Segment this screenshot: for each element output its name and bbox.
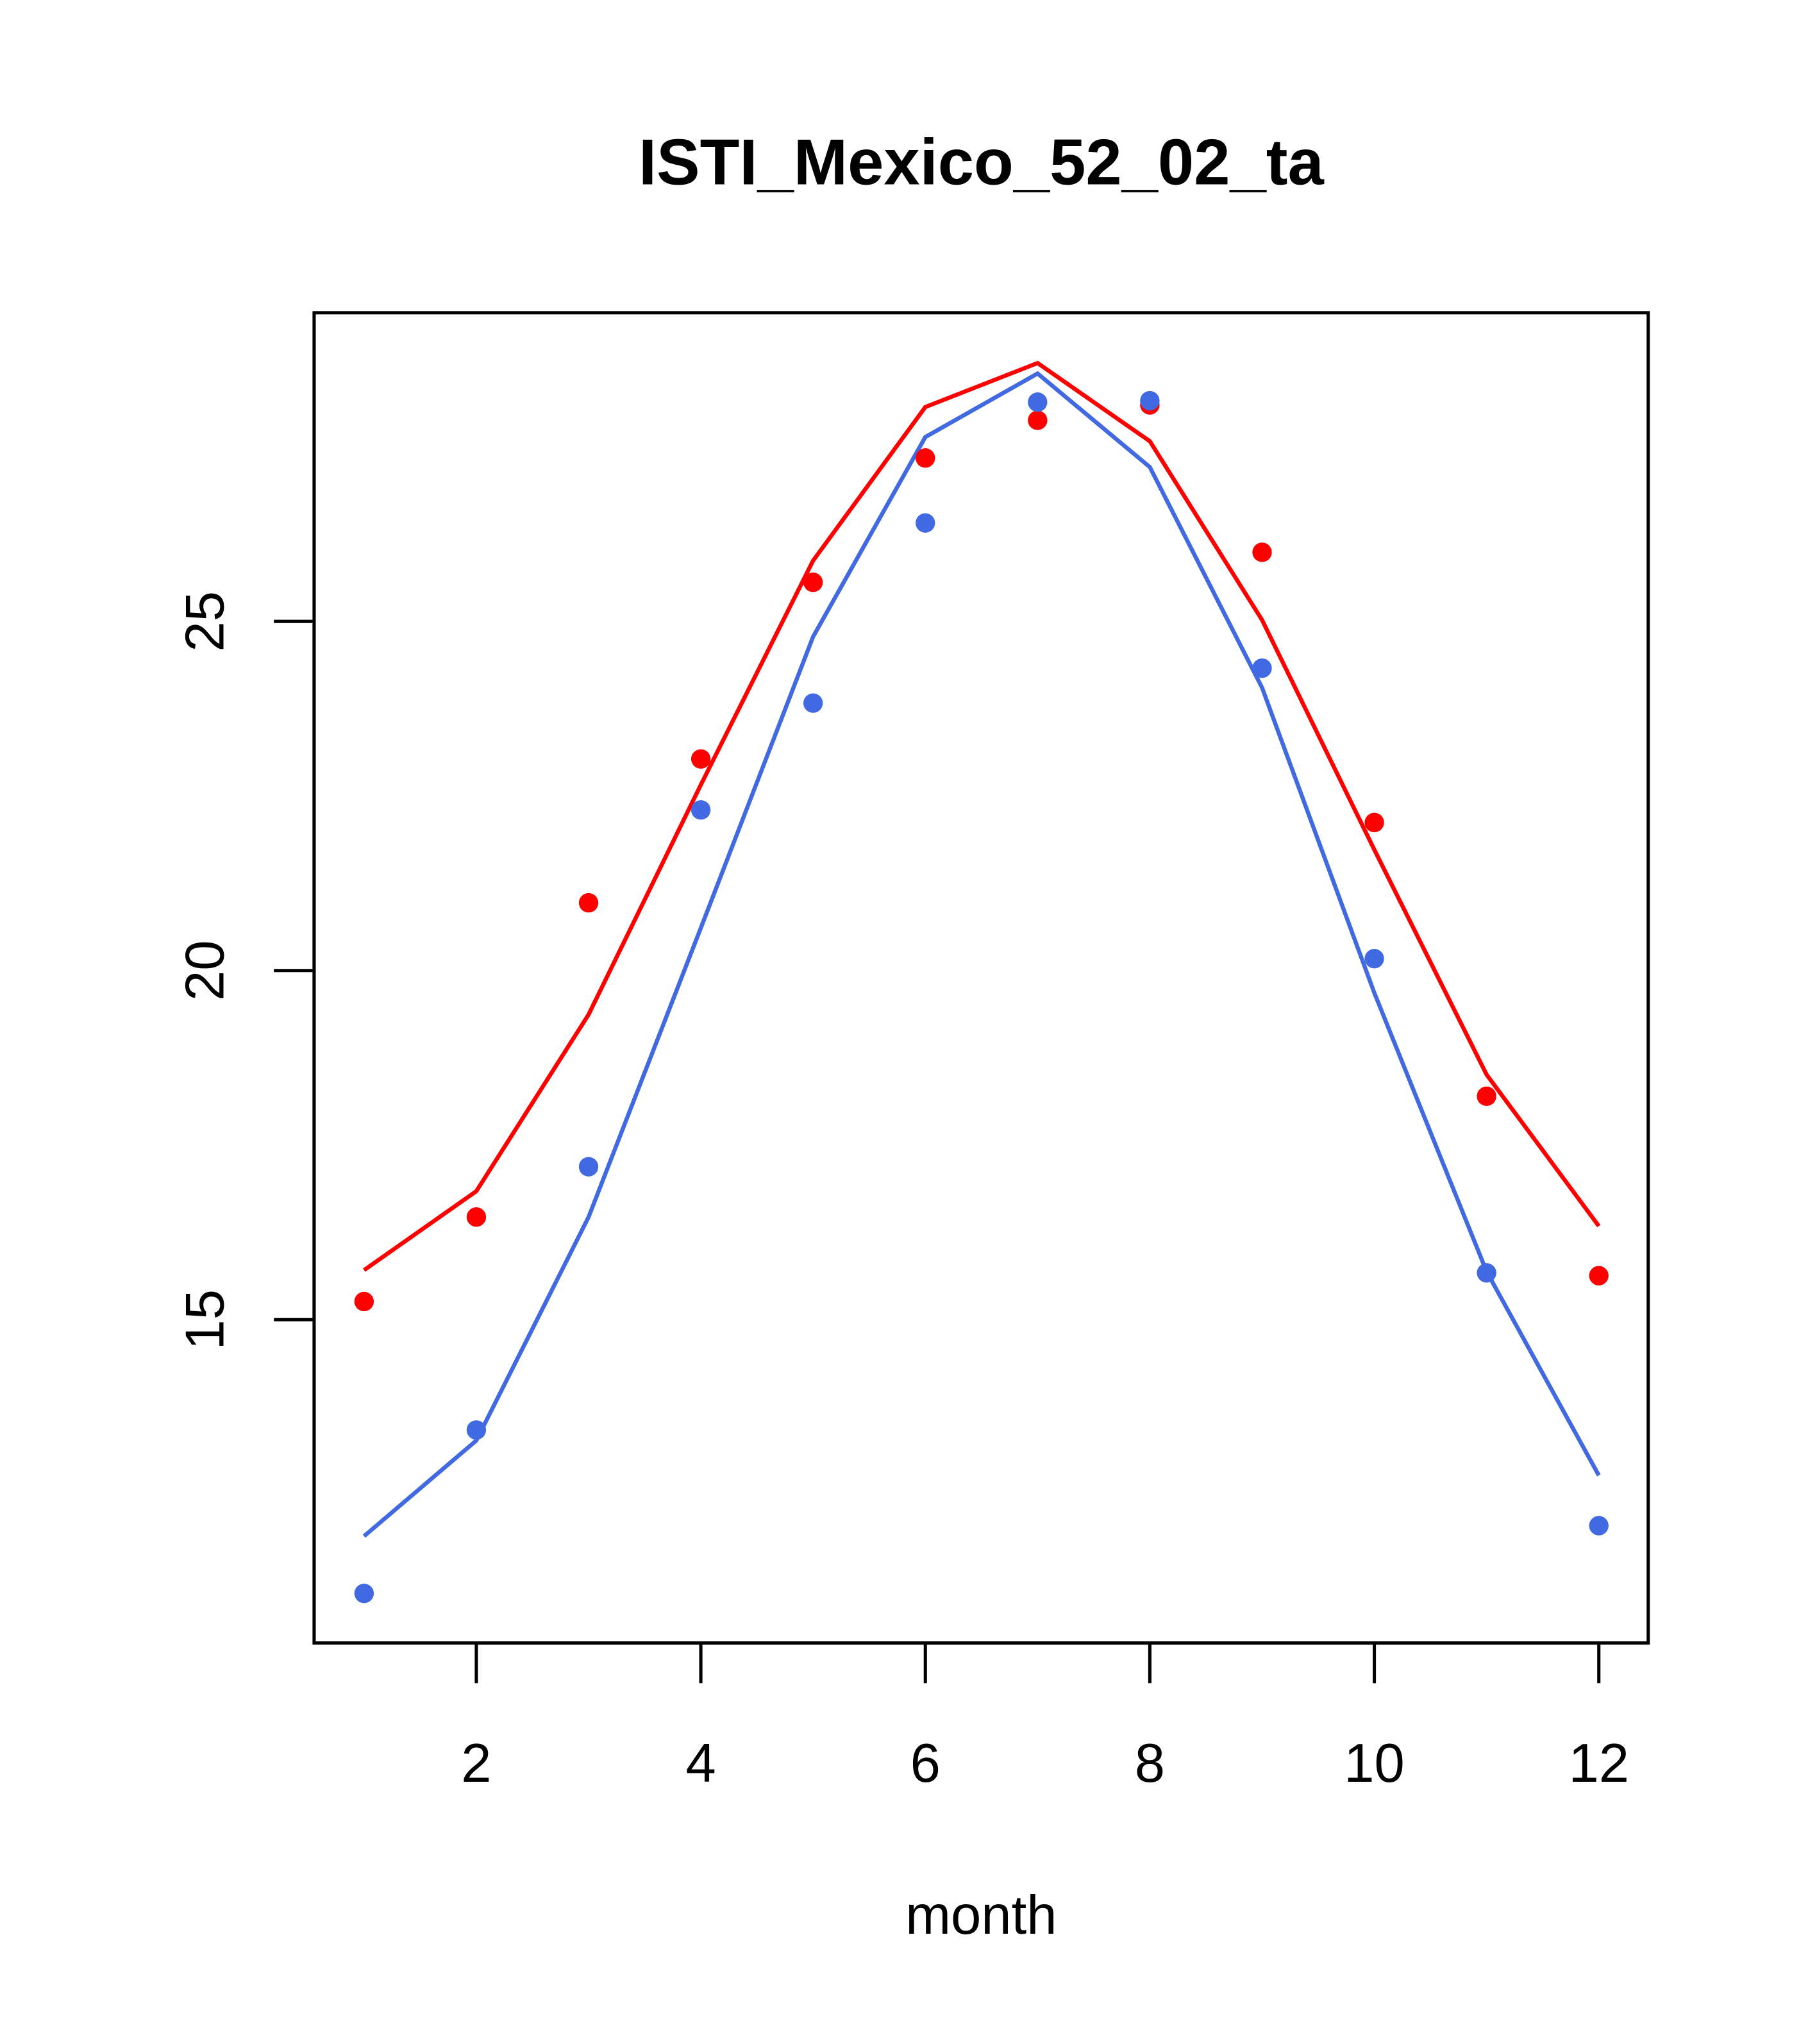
blue-point xyxy=(1364,949,1384,969)
x-tick-label: 12 xyxy=(1568,1733,1629,1794)
series-group xyxy=(354,360,1609,1604)
x-axis-label: month xyxy=(905,1885,1057,1946)
red-point xyxy=(466,1207,487,1227)
blue-point xyxy=(466,1420,487,1440)
blue-point xyxy=(1589,1516,1609,1536)
red-point xyxy=(1028,410,1048,430)
chart-title: ISTI_Mexico_52_02_ta xyxy=(639,126,1324,198)
blue-point xyxy=(1477,1263,1496,1283)
y-tick-label: 25 xyxy=(174,591,235,652)
blue-point xyxy=(578,1157,599,1177)
y-tick-label: 20 xyxy=(174,940,235,1001)
blue-point xyxy=(1140,390,1160,411)
x-tick-label: 8 xyxy=(1135,1733,1165,1794)
red-point xyxy=(1252,542,1272,562)
blue-point xyxy=(803,693,823,713)
red-point xyxy=(1364,812,1384,833)
blue-point xyxy=(691,800,711,820)
x-tick-label: 6 xyxy=(910,1733,941,1794)
blue-line xyxy=(362,371,1601,1538)
blue-point xyxy=(1252,658,1272,678)
blue-point xyxy=(1028,392,1048,412)
red-point xyxy=(1477,1086,1496,1106)
plot-frame xyxy=(312,311,1650,1645)
red-line xyxy=(362,360,1601,1272)
red-point xyxy=(803,573,823,592)
red-point xyxy=(1589,1266,1609,1286)
x-axis: 2 4 6 8 10 12 xyxy=(461,1641,1629,1794)
red-point xyxy=(916,448,935,468)
x-tick-label: 4 xyxy=(685,1733,716,1794)
x-tick-label: 2 xyxy=(461,1733,491,1794)
y-tick-label: 15 xyxy=(174,1289,235,1350)
blue-point xyxy=(354,1584,374,1604)
x-tick-label: 10 xyxy=(1344,1733,1405,1794)
red-point xyxy=(691,749,711,769)
y-axis: 15 20 25 xyxy=(174,591,316,1350)
red-point xyxy=(354,1291,374,1312)
blue-point xyxy=(916,513,935,533)
red-point xyxy=(578,892,599,913)
